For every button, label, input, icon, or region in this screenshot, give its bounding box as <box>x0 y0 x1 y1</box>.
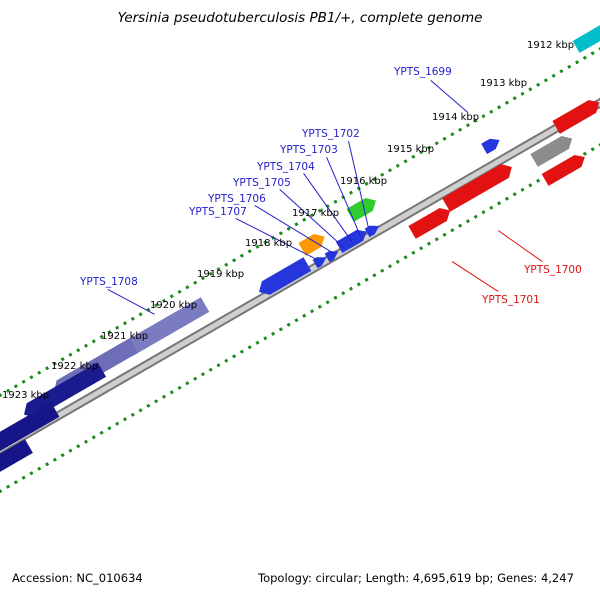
gene-label-YPTS_1700[interactable]: YPTS_1700 <box>524 264 582 276</box>
YPTS_1701-leader-line <box>452 261 499 292</box>
gene-label-YPTS_1705[interactable]: YPTS_1705 <box>233 177 291 189</box>
gene-label-YPTS_1703[interactable]: YPTS_1703 <box>280 144 338 156</box>
position-tick-label: 1921 kbp <box>101 331 149 342</box>
position-tick-label: 1919 kbp <box>197 269 245 280</box>
position-tick-label: 1917 kbp <box>292 208 340 219</box>
position-tick-label: 1916 kbp <box>340 176 388 187</box>
gene-label-YPTS_1702[interactable]: YPTS_1702 <box>302 128 360 140</box>
gene-arrow-YPTS_1699[interactable] <box>481 135 503 154</box>
position-tick-label: 1922 kbp <box>51 361 99 372</box>
position-tick-label: 1912 kbp <box>527 40 575 51</box>
gene-label-YPTS_1707[interactable]: YPTS_1707 <box>189 206 247 218</box>
genome-title: Yersinia pseudotuberculosis PB1/+, compl… <box>117 10 483 26</box>
position-tick-label: 1920 kbp <box>150 300 198 311</box>
position-tick-label: 1913 kbp <box>480 78 528 89</box>
gene-label-YPTS_1699[interactable]: YPTS_1699 <box>394 66 452 78</box>
position-tick-label: 1914 kbp <box>432 112 480 123</box>
gene-label-YPTS_1701[interactable]: YPTS_1701 <box>482 294 540 306</box>
YPTS_1700-leader-line <box>498 230 543 262</box>
gene-label-YPTS_1704[interactable]: YPTS_1704 <box>257 161 315 173</box>
gene-label-YPTS_1706[interactable]: YPTS_1706 <box>208 193 266 205</box>
YPTS_1699-leader-line <box>430 80 468 113</box>
position-tick-label: 1923 kbp <box>2 390 50 401</box>
position-tick-label: 1918 kbp <box>245 238 293 249</box>
position-tick-label: 1915 kbp <box>387 144 435 155</box>
gene-arrow-gene-red-top[interactable] <box>552 96 600 134</box>
gene-label-YPTS_1708[interactable]: YPTS_1708 <box>80 276 138 288</box>
YPTS_1703-leader-line <box>326 157 361 237</box>
YPTS_1708-leader-line <box>107 289 155 315</box>
